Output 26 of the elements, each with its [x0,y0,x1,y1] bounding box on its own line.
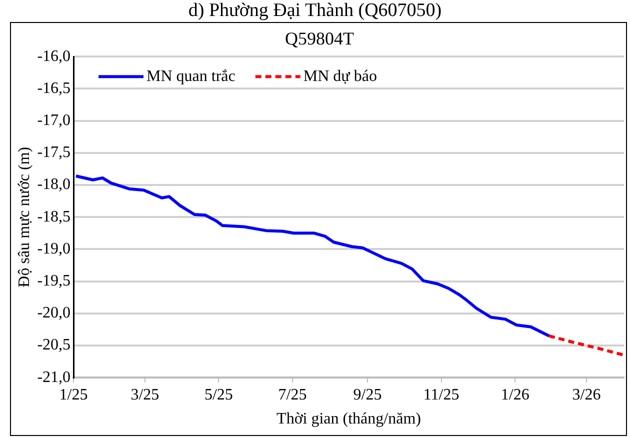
x-axis-title: Thời gian (tháng/năm) [276,410,421,428]
y-axis-title: Độ sâu mực nước (m) [16,146,33,288]
y-tick-label: -20,0 [37,304,71,322]
x-tick-label: 1/26 [500,386,530,404]
y-tick-label: -20,5 [37,336,71,354]
y-tick-label: -19,5 [37,272,71,290]
x-tick-label: 9/25 [353,386,382,404]
y-tick-label: -21,0 [37,368,71,386]
y-tick-label: -17,5 [37,144,71,162]
y-tick-label: -16,5 [37,80,71,97]
y-tick-label: -19,0 [37,240,71,258]
chart-title: d) Phường Đại Thành (Q607050) [187,0,443,21]
x-tick-label: 1/25 [59,386,88,404]
x-tick-label: 5/25 [204,386,233,404]
y-tick-label: -18,0 [37,176,71,194]
line-series [547,334,624,357]
legend-label: MN dự báo [303,68,377,85]
legend-label: MN quan trắc [146,68,236,85]
x-tick-label: 7/25 [278,386,307,404]
y-tick-label: -18,5 [37,208,71,226]
y-tick-label: -17,0 [37,112,71,130]
y-tick-label: -16,0 [37,48,71,65]
x-tick-label: 3/26 [572,386,601,404]
x-tick-label: 3/25 [130,386,160,404]
x-tick-label: 11/25 [423,386,460,404]
chart-subtitle: Q59804T [285,28,354,49]
